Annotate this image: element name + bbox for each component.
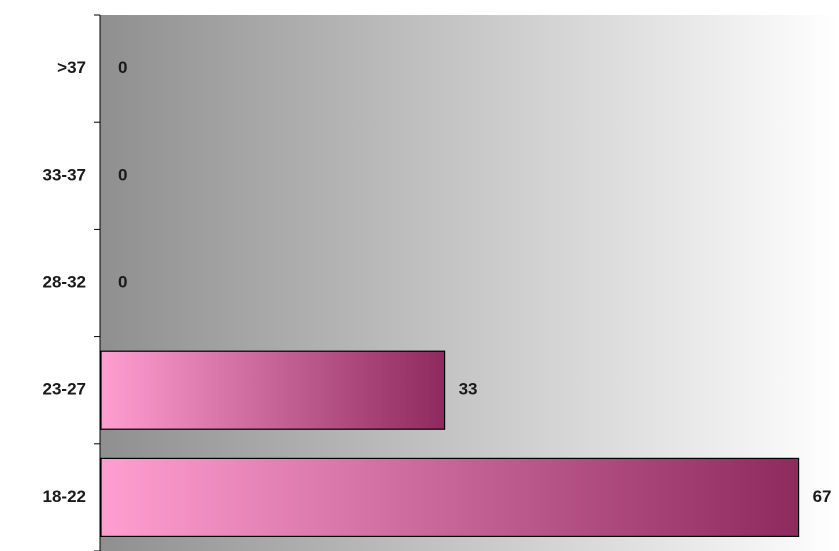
data-label-23-27: 33 [459, 380, 478, 399]
bars-layer [100, 350, 800, 537]
bar-23-27 [100, 350, 446, 430]
category-label-33-37: 33-37 [43, 165, 86, 184]
data-label-18-22: 67 [813, 487, 832, 506]
category-label-gt37: >37 [57, 58, 86, 77]
bar-18-22 [100, 457, 800, 537]
data-label-28-32: 0 [118, 272, 127, 291]
category-label-23-27: 23-27 [43, 380, 86, 399]
category-label-18-22: 18-22 [43, 487, 86, 506]
data-label-gt37: 0 [118, 58, 127, 77]
data-label-33-37: 0 [118, 165, 127, 184]
y-axis [94, 14, 101, 551]
labels-layer: >37 0 33-37 0 28-32 0 23-27 33 18-22 67 [43, 58, 832, 506]
category-label-28-32: 28-32 [43, 272, 86, 291]
